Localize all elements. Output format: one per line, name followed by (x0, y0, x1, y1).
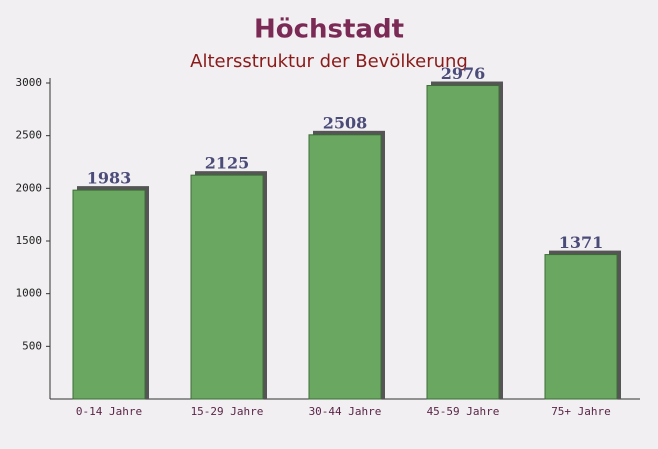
y-tick-label: 500 (22, 339, 42, 352)
bar (544, 254, 618, 400)
x-tick-label: 75+ Jahre (551, 405, 611, 418)
y-tick-label: 2000 (16, 181, 43, 194)
bar (190, 174, 264, 400)
value-label: 2976 (441, 64, 486, 83)
chart-title: Höchstadt (254, 15, 404, 45)
y-tick-label: 1500 (16, 234, 43, 247)
y-tick-label: 1000 (16, 287, 43, 300)
x-tick-label: 15-29 Jahre (191, 405, 264, 418)
x-tick-label: 30-44 Jahre (309, 405, 382, 418)
y-tick-label: 2500 (16, 129, 43, 142)
y-tick-label: 3000 (16, 76, 43, 89)
value-label: 2508 (323, 113, 368, 132)
x-tick-label: 45-59 Jahre (427, 405, 500, 418)
x-tick-label: 0-14 Jahre (76, 405, 142, 418)
value-label: 1983 (87, 169, 132, 188)
bar (426, 85, 500, 400)
bar (72, 189, 146, 400)
bar (308, 134, 382, 400)
value-label: 2125 (205, 154, 250, 173)
value-label: 1371 (559, 233, 604, 252)
chart-subtitle: Altersstruktur der Bevölkerung (190, 51, 468, 72)
